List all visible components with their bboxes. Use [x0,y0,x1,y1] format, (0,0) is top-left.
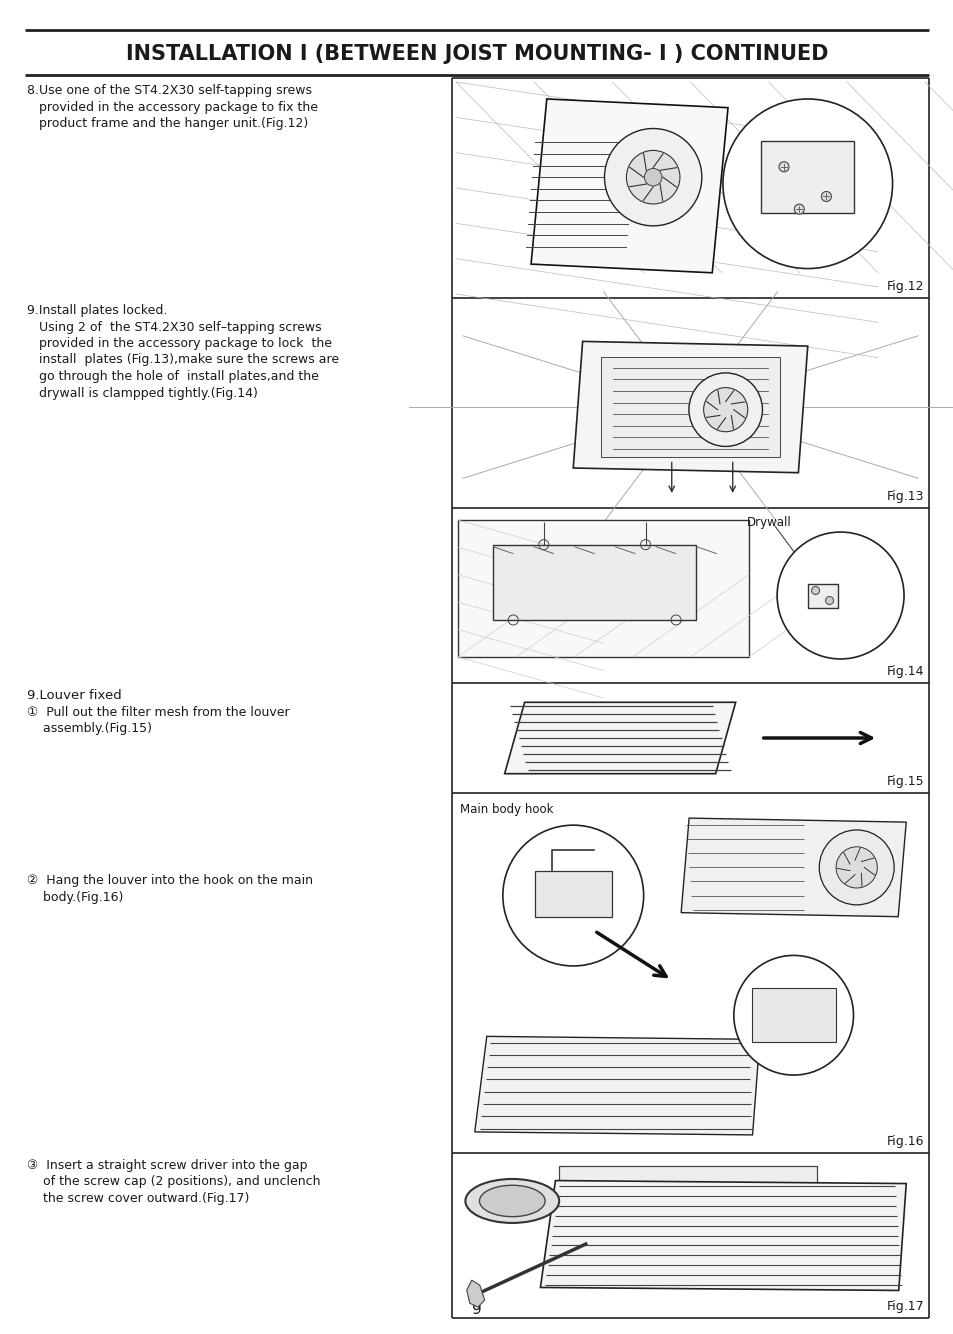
Text: 8.Use one of the ST4.2X30 self-tapping srews: 8.Use one of the ST4.2X30 self-tapping s… [27,84,312,97]
Text: Fig.12: Fig.12 [885,280,923,293]
Circle shape [824,596,833,604]
Bar [456,1157,924,1314]
Circle shape [722,99,892,268]
Text: Fig.16: Fig.16 [885,1135,923,1149]
Text: Fig.14: Fig.14 [885,666,923,678]
Text: Main body hook: Main body hook [459,803,553,816]
Circle shape [502,826,643,966]
Circle shape [794,204,803,215]
Text: 9.Install plates locked.: 9.Install plates locked. [27,304,167,317]
Text: Using 2 of  the ST4.2X30 self–tapping screws: Using 2 of the ST4.2X30 self–tapping scr… [27,320,321,334]
Bar [751,988,835,1042]
Circle shape [703,388,747,432]
Text: body.(Fig.16): body.(Fig.16) [27,891,123,903]
Text: ②  Hang the louver into the hook on the main: ② Hang the louver into the hook on the m… [27,874,313,887]
Polygon shape [680,818,905,916]
Polygon shape [504,702,735,774]
Bar [534,871,611,916]
Text: of the screw cap (2 positions), and unclench: of the screw cap (2 positions), and uncl… [27,1175,320,1189]
Text: 9.Louver fixed: 9.Louver fixed [27,688,122,702]
Bar [456,81,924,293]
Text: the screw cover outward.(Fig.17): the screw cover outward.(Fig.17) [27,1193,249,1205]
Text: go through the hole of  install plates,and the: go through the hole of install plates,an… [27,370,318,383]
Text: ①  Pull out the filter mesh from the louver: ① Pull out the filter mesh from the louv… [27,706,290,719]
Circle shape [688,374,761,447]
Text: provided in the accessory package to fix the: provided in the accessory package to fix… [27,100,317,113]
Bar [760,141,854,213]
Ellipse shape [479,1186,544,1217]
Circle shape [811,587,819,595]
Bar [558,1166,817,1210]
Text: Fig.15: Fig.15 [885,775,923,788]
Text: install  plates (Fig.13),make sure the screws are: install plates (Fig.13),make sure the sc… [27,354,338,367]
Polygon shape [573,342,807,472]
Circle shape [604,128,701,225]
Text: ③  Insert a straight screw driver into the gap: ③ Insert a straight screw driver into th… [27,1159,307,1173]
Text: assembly.(Fig.15): assembly.(Fig.15) [27,722,152,735]
Circle shape [777,532,903,659]
Bar [600,358,779,458]
Text: Drywall: Drywall [746,516,791,530]
Ellipse shape [465,1179,558,1223]
Polygon shape [475,1037,759,1135]
Text: provided in the accessory package to lock  the: provided in the accessory package to loc… [27,338,332,350]
Polygon shape [531,99,727,272]
Text: product frame and the hanger unit.(Fig.12): product frame and the hanger unit.(Fig.1… [27,117,308,129]
Circle shape [819,830,893,904]
Polygon shape [539,1181,905,1290]
Bar [456,687,924,788]
Bar [493,544,696,620]
Circle shape [643,168,661,185]
Bar [456,796,924,1149]
Text: INSTALLATION Ⅰ (BETWEEN JOIST MOUNTING- Ⅰ ) CONTINUED: INSTALLATION Ⅰ (BETWEEN JOIST MOUNTING- … [126,44,827,64]
Bar [456,301,924,504]
Circle shape [733,955,853,1075]
Bar [456,512,924,679]
Circle shape [626,151,679,204]
Circle shape [821,192,830,201]
Text: Fig.13: Fig.13 [885,490,923,503]
Text: 9: 9 [472,1302,481,1317]
Text: drywall is clampped tightly.(Fig.14): drywall is clampped tightly.(Fig.14) [27,387,257,399]
Bar [457,520,748,656]
Circle shape [835,847,877,888]
Circle shape [779,161,788,172]
Text: Fig.17: Fig.17 [885,1301,923,1313]
Polygon shape [466,1281,484,1307]
Bar [807,583,837,607]
